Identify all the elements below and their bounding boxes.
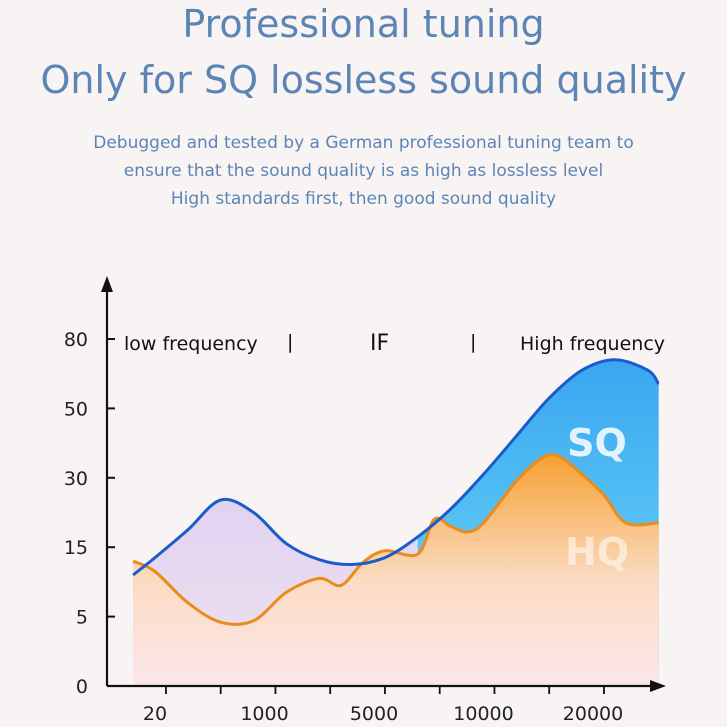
y-axis-arrow-icon xyxy=(101,276,113,292)
x-tick-label: 20000 xyxy=(563,703,623,725)
page-title-line-2: Only for SQ lossless sound quality xyxy=(40,58,687,102)
band-label-low: low frequency xyxy=(124,333,258,355)
hq-series-label: HQ xyxy=(565,530,629,574)
x-axis-arrow-icon xyxy=(650,680,666,692)
page-title-line-1: Professional tuning xyxy=(182,2,545,46)
band-separator-1: | xyxy=(287,331,293,353)
subtitle-line-3: High standards first, then good sound qu… xyxy=(170,189,557,209)
subtitle-line-2: ensure that the sound quality is as high… xyxy=(123,161,604,181)
hq-area-fill xyxy=(133,454,659,686)
band-separator-2: | xyxy=(470,331,476,353)
sq-series-label: SQ xyxy=(567,421,627,465)
y-tick-group: 0 5 15 30 50 80 xyxy=(64,329,115,698)
band-label-mid: IF xyxy=(370,331,389,356)
x-tick-label: 10000 xyxy=(453,703,513,725)
y-tick-label: 50 xyxy=(64,398,88,420)
subtitle-line-1: Debugged and tested by a German professi… xyxy=(93,133,634,153)
y-tick-label: 5 xyxy=(76,607,88,629)
sq-series-line xyxy=(132,358,659,577)
x-tick-label: 5000 xyxy=(350,703,398,725)
x-tick-group: 20 1000 5000 10000 20000 xyxy=(143,686,623,725)
x-tick-label: 20 xyxy=(143,703,167,725)
hq-series-line xyxy=(132,452,659,626)
y-tick-label: 15 xyxy=(64,537,88,559)
band-label-high: High frequency xyxy=(520,333,665,355)
y-tick-label: 0 xyxy=(76,676,88,698)
y-tick-label: 80 xyxy=(64,329,88,351)
x-tick-label: 1000 xyxy=(240,703,288,725)
y-tick-label: 30 xyxy=(64,468,88,490)
